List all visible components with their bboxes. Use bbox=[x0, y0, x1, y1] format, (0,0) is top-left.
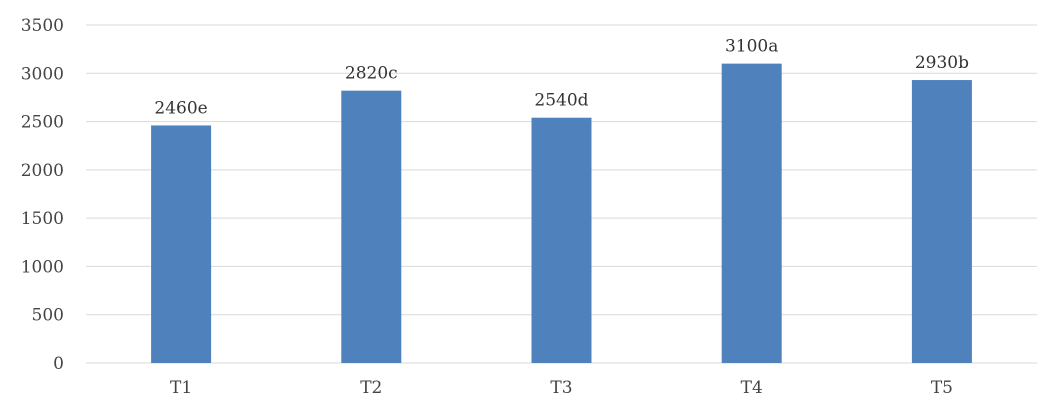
y-axis-tick-labels: 0 500 1000 1500 2000 2500 3000 3500 bbox=[21, 16, 64, 374]
y-tick-label: 3500 bbox=[21, 16, 64, 36]
y-tick-label: 1500 bbox=[21, 209, 64, 229]
y-tick-label: 0 bbox=[53, 354, 64, 374]
bar-t3 bbox=[531, 117, 592, 363]
y-tick-label: 3000 bbox=[21, 64, 64, 84]
data-label: 2930b bbox=[915, 53, 969, 73]
data-label: 2820c bbox=[345, 64, 398, 84]
y-tick-label: 2000 bbox=[21, 161, 64, 181]
bar-t4 bbox=[721, 63, 782, 363]
x-tick-label: T2 bbox=[360, 378, 382, 398]
bar-t1 bbox=[151, 125, 212, 363]
bar-t2 bbox=[341, 90, 402, 363]
x-axis-tick-labels: T1 T2 T3 T4 T5 bbox=[170, 378, 953, 398]
y-tick-label: 2500 bbox=[21, 113, 64, 133]
data-labels: 2460e 2820c 2540d 3100a 2930b bbox=[154, 37, 969, 119]
x-tick-label: T4 bbox=[741, 378, 763, 398]
data-label: 2540d bbox=[534, 91, 588, 111]
bar-t5 bbox=[911, 80, 972, 363]
x-tick-label: T3 bbox=[550, 378, 572, 398]
data-label: 3100a bbox=[725, 37, 778, 57]
bars bbox=[151, 63, 972, 363]
y-tick-label: 1000 bbox=[21, 257, 64, 277]
data-label: 2460e bbox=[154, 98, 207, 118]
x-tick-label: T5 bbox=[931, 378, 953, 398]
x-tick-label: T1 bbox=[170, 378, 192, 398]
y-tick-label: 500 bbox=[32, 306, 64, 326]
